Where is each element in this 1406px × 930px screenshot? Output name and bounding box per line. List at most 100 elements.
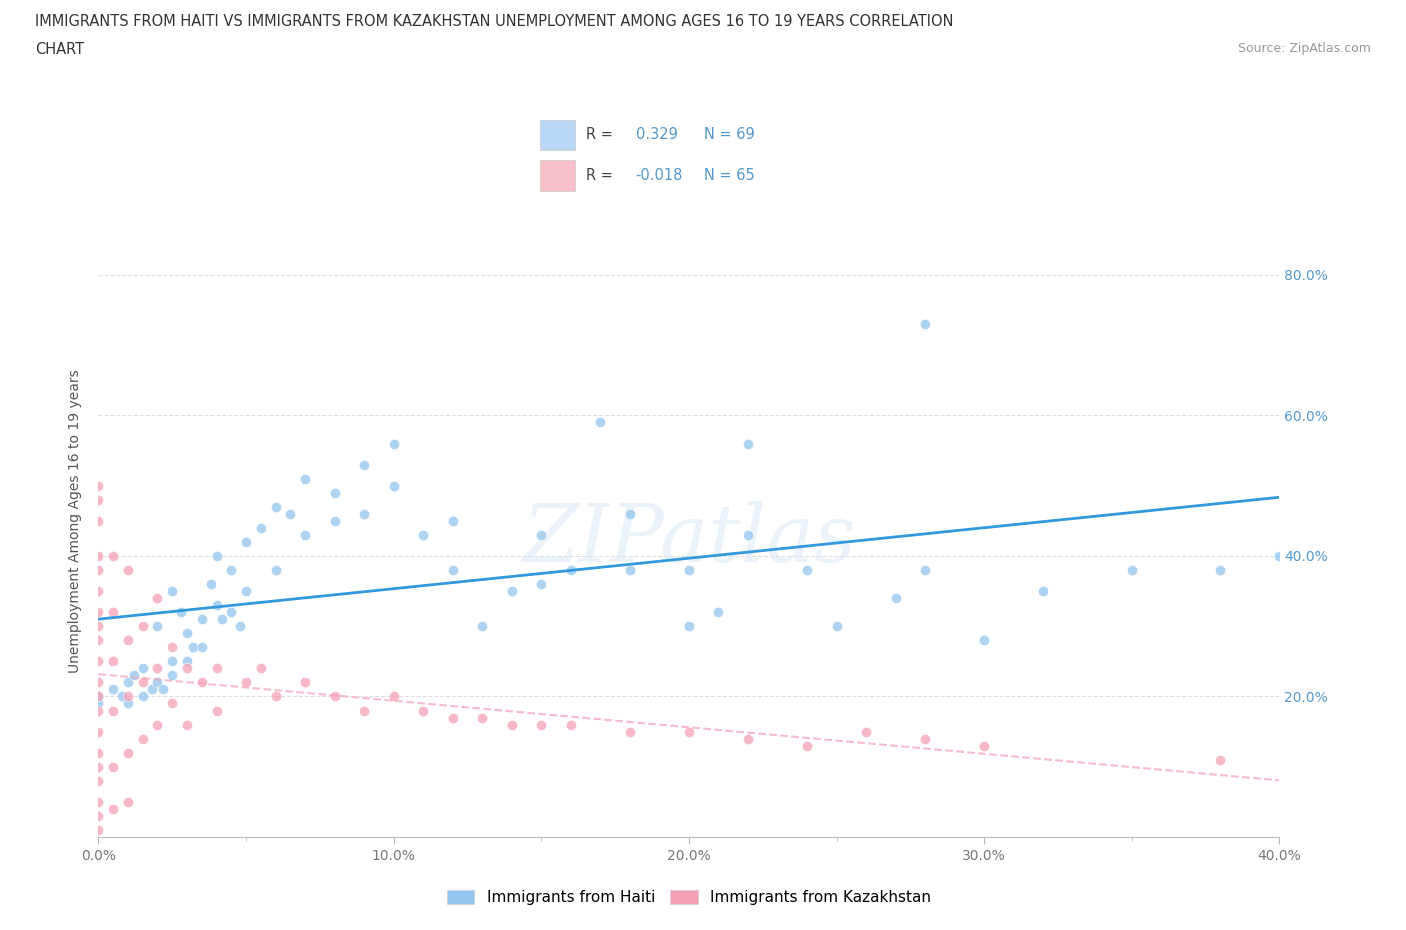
- Point: [162, 584, 183, 599]
- Point: [205, 549, 228, 564]
- Point: [294, 472, 316, 486]
- Text: R =: R =: [586, 167, 617, 182]
- Point: [152, 682, 174, 697]
- Point: [176, 717, 198, 732]
- Point: [219, 604, 242, 619]
- Point: [1268, 549, 1291, 564]
- Point: [205, 661, 228, 676]
- Point: [619, 563, 641, 578]
- Text: ZIPatlas: ZIPatlas: [522, 501, 856, 578]
- Point: [560, 563, 582, 578]
- Point: [87, 703, 110, 718]
- Point: [87, 563, 110, 578]
- Point: [973, 632, 995, 647]
- Point: [132, 675, 155, 690]
- Point: [412, 527, 434, 542]
- Point: [501, 717, 523, 732]
- Point: [117, 696, 139, 711]
- Point: [973, 738, 995, 753]
- Point: [205, 598, 228, 613]
- Point: [278, 506, 302, 521]
- Point: [146, 675, 169, 690]
- Point: [382, 478, 405, 493]
- Point: [707, 604, 730, 619]
- Point: [884, 591, 907, 605]
- Point: [264, 689, 287, 704]
- Point: [825, 618, 848, 633]
- Point: [382, 689, 405, 704]
- FancyBboxPatch shape: [540, 120, 575, 151]
- Point: [678, 724, 700, 739]
- Point: [205, 703, 228, 718]
- Point: [382, 436, 405, 451]
- Point: [441, 513, 464, 528]
- Point: [117, 632, 139, 647]
- Point: [229, 618, 252, 633]
- Point: [87, 632, 110, 647]
- Point: [176, 654, 198, 669]
- Point: [250, 521, 273, 536]
- Point: [294, 527, 316, 542]
- Point: [501, 584, 523, 599]
- Point: [146, 717, 169, 732]
- Point: [181, 640, 204, 655]
- Point: [103, 802, 125, 817]
- Point: [264, 563, 287, 578]
- Point: [737, 731, 759, 746]
- Point: [191, 640, 214, 655]
- Text: CHART: CHART: [35, 42, 84, 57]
- Point: [412, 703, 434, 718]
- Point: [87, 689, 110, 704]
- Point: [117, 689, 139, 704]
- Text: Source: ZipAtlas.com: Source: ZipAtlas.com: [1237, 42, 1371, 55]
- Point: [914, 563, 936, 578]
- Point: [87, 675, 110, 690]
- Point: [589, 415, 612, 430]
- Point: [560, 717, 582, 732]
- Text: N = 69: N = 69: [704, 127, 755, 142]
- Point: [103, 703, 125, 718]
- Point: [132, 731, 155, 746]
- Point: [132, 689, 155, 704]
- Text: IMMIGRANTS FROM HAITI VS IMMIGRANTS FROM KAZAKHSTAN UNEMPLOYMENT AMONG AGES 16 T: IMMIGRANTS FROM HAITI VS IMMIGRANTS FROM…: [35, 14, 953, 29]
- Point: [235, 675, 257, 690]
- Text: 0.329: 0.329: [636, 127, 678, 142]
- Point: [87, 478, 110, 493]
- Point: [87, 696, 110, 711]
- Point: [678, 563, 700, 578]
- Point: [353, 458, 375, 472]
- Point: [353, 506, 375, 521]
- Point: [122, 668, 145, 683]
- Point: [141, 682, 163, 697]
- Point: [176, 626, 198, 641]
- Point: [250, 661, 273, 676]
- Text: N = 65: N = 65: [704, 167, 755, 182]
- Point: [323, 513, 346, 528]
- Point: [855, 724, 877, 739]
- Point: [191, 612, 214, 627]
- Point: [796, 563, 818, 578]
- Point: [619, 724, 641, 739]
- Point: [87, 774, 110, 789]
- Point: [294, 675, 316, 690]
- Point: [1209, 563, 1232, 578]
- Point: [103, 654, 125, 669]
- Point: [323, 689, 346, 704]
- Point: [162, 696, 183, 711]
- Point: [530, 577, 553, 591]
- Point: [87, 822, 110, 837]
- Point: [1121, 563, 1143, 578]
- Point: [87, 549, 110, 564]
- Point: [87, 654, 110, 669]
- Point: [87, 745, 110, 760]
- Text: R =: R =: [586, 127, 617, 142]
- Point: [103, 604, 125, 619]
- Point: [117, 563, 139, 578]
- Point: [914, 316, 936, 331]
- Point: [619, 506, 641, 521]
- Point: [103, 759, 125, 774]
- Point: [737, 436, 759, 451]
- Point: [117, 745, 139, 760]
- Point: [87, 724, 110, 739]
- Point: [87, 794, 110, 809]
